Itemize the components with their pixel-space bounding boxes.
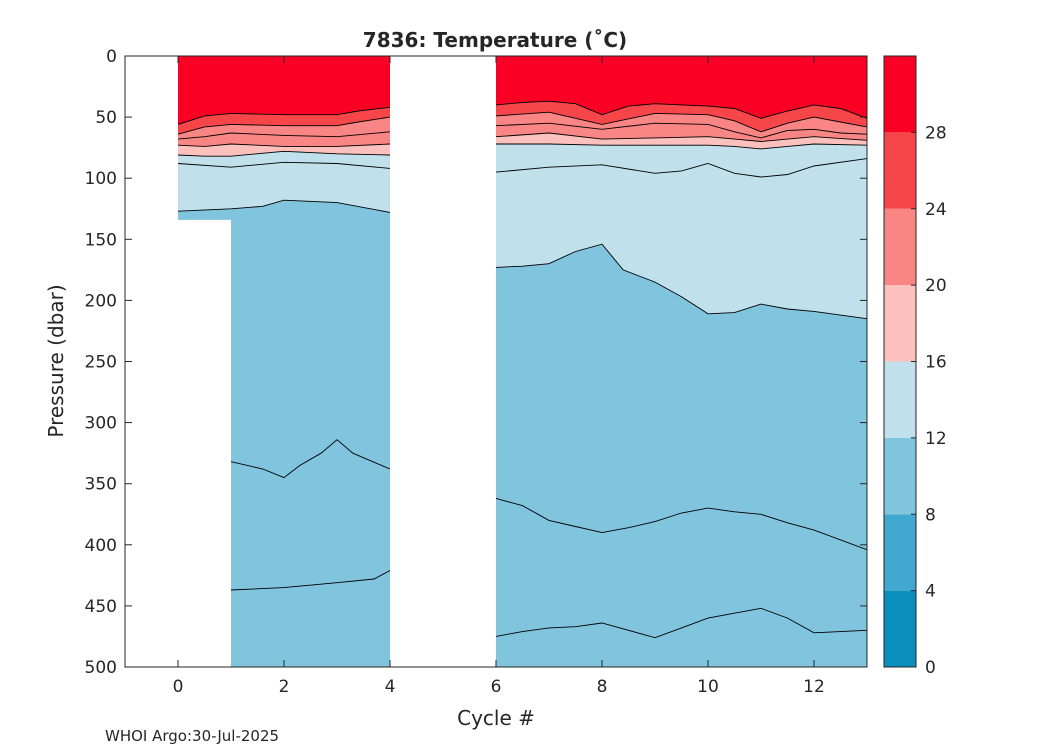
chart-title: 7836: Temperature (˚C): [363, 28, 627, 52]
data-segment-0: [178, 56, 390, 667]
x-tick-label: 6: [491, 677, 502, 697]
x-tick-label: 4: [385, 677, 396, 697]
y-tick-label: 250: [85, 353, 117, 373]
y-tick-label: 150: [85, 230, 117, 250]
x-tick-label: 2: [279, 677, 290, 697]
isoline-28: [178, 106, 390, 125]
data-segment-1: [496, 56, 867, 667]
x-axis-label: Cycle #: [457, 706, 535, 730]
segment-isolines: [178, 106, 390, 591]
isoline-26: [496, 111, 867, 133]
x-tick-label: 8: [597, 677, 608, 697]
colorbar-tick-label: 16: [925, 353, 947, 373]
x-tick-label: 10: [697, 677, 719, 697]
colorbar-tick-label: 0: [925, 658, 936, 678]
isoline-12: [496, 243, 867, 320]
band-below-9: [496, 608, 867, 667]
segment-isolines: [496, 100, 867, 639]
y-axis: 0 50 100 150 200 250 300 350 400 450 500: [85, 47, 867, 678]
footer-credit: WHOI Argo:30-Jul-2025: [105, 727, 279, 745]
isoline-24: [178, 131, 390, 140]
colorbar-band: [884, 285, 916, 362]
isoline-20: [496, 132, 867, 142]
isoline-10: [496, 497, 867, 551]
isoline-20: [178, 143, 390, 147]
y-tick-label: 200: [85, 291, 117, 311]
colorbar-tick-label: 24: [925, 200, 947, 220]
isoline-26: [178, 116, 390, 135]
colorbar-band: [884, 132, 916, 209]
y-tick-label: 400: [85, 536, 117, 556]
colorbar-tick-label: 8: [925, 505, 936, 525]
segment-bands: [178, 56, 390, 667]
isoline-10: [230, 439, 390, 479]
isoline-16: [178, 150, 390, 157]
y-tick-label: 50: [95, 108, 117, 128]
isoline-28: [496, 100, 867, 119]
isoline-16: [496, 143, 867, 150]
colorbar-tick-label: 4: [925, 582, 936, 602]
colorbar-band: [884, 590, 916, 667]
y-tick-label: 100: [85, 169, 117, 189]
y-tick-label: 450: [85, 597, 117, 617]
isoline-14: [178, 161, 390, 169]
colorbar-band: [884, 208, 916, 286]
segment-bands: [496, 56, 867, 667]
isoline-12: [178, 199, 390, 213]
isoline-24: [496, 122, 867, 139]
colorbar-tick-label: 28: [925, 123, 947, 143]
x-tick-label: 12: [803, 677, 825, 697]
y-tick-label: 300: [85, 414, 117, 434]
isoline-9: [496, 607, 867, 639]
y-tick-label: 0: [106, 47, 117, 67]
band-below-9: [231, 570, 390, 667]
y-tick-label: 500: [85, 658, 117, 678]
x-axis: 0 2 4 6 8 10 12: [173, 56, 825, 697]
colorbar-band: [884, 56, 916, 133]
x-tick-label: 0: [173, 677, 184, 697]
y-tick-label: 350: [85, 475, 117, 495]
colorbar-band: [884, 437, 916, 515]
colorbar-band: [884, 514, 916, 591]
colorbar-tick-label: 12: [925, 429, 947, 449]
colorbar: 0 4 8 12 16 20 24 28: [883, 55, 947, 678]
plot-area: [178, 56, 867, 667]
colorbar-tick-label: 20: [925, 276, 947, 296]
colorbar-band: [884, 361, 916, 438]
isoline-9: [230, 570, 390, 591]
y-axis-label: Pressure (dbar): [44, 284, 68, 437]
isoline-14: [496, 158, 867, 178]
